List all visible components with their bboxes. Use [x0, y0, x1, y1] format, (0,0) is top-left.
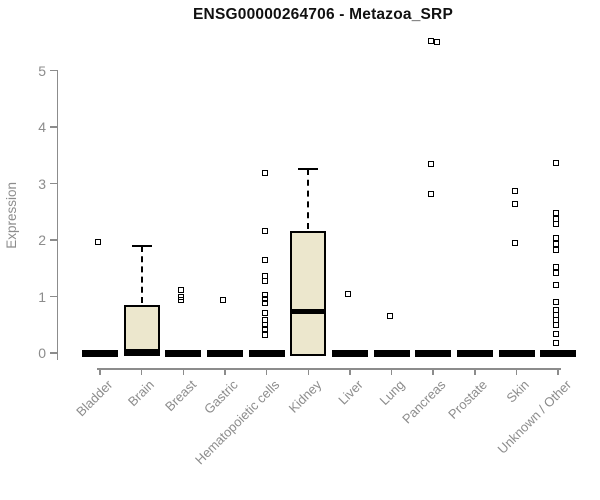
x-axis-category-label: Lung: [376, 377, 408, 409]
x-axis-tick: [265, 368, 268, 375]
x-axis-line: [97, 368, 562, 370]
x-axis-category-label: Gastric: [200, 377, 241, 417]
outlier-point: [434, 39, 441, 46]
box-kidney: [290, 230, 327, 357]
y-axis-tick: [50, 239, 57, 241]
outlier-point: [553, 269, 560, 276]
outlier-point: [553, 221, 560, 228]
outlier-point: [511, 187, 518, 194]
y-axis-label-wrap: Expression: [2, 130, 20, 300]
outlier-point: [261, 299, 268, 306]
outlier-point: [553, 235, 560, 242]
median-line: [290, 309, 327, 315]
outlier-point: [261, 169, 268, 176]
outlier-point: [344, 291, 351, 298]
y-axis-tick: [50, 352, 57, 354]
chart-title: ENSG00000264706 - Metazoa_SRP: [193, 6, 453, 23]
x-axis-tick: [515, 368, 518, 375]
collapsed-box-skin: [498, 349, 535, 357]
y-axis-line: [56, 69, 58, 360]
collapsed-box-hematopoietic-cells: [248, 349, 285, 357]
outlier-point: [386, 312, 393, 319]
x-axis-tick: [182, 368, 185, 375]
x-axis-category-label: Liver: [334, 377, 366, 408]
outlier-point: [261, 256, 268, 263]
outlier-point: [428, 37, 435, 44]
y-axis-tick-label: 3: [38, 175, 46, 192]
y-axis-tick: [50, 295, 57, 298]
outlier-point: [553, 246, 560, 253]
outlier-point: [553, 339, 560, 346]
outlier-point: [261, 295, 268, 302]
x-axis-tick: [474, 368, 476, 375]
median-line: [123, 348, 160, 354]
collapsed-box-bladder: [82, 349, 118, 357]
collapsed-box-breast: [165, 349, 202, 357]
outlier-point: [428, 160, 435, 167]
outlier-point: [261, 331, 268, 338]
outlier-point: [553, 321, 560, 328]
outlier-point: [553, 331, 560, 338]
outlier-point: [428, 191, 435, 198]
y-axis-tick-label: 0: [38, 345, 46, 361]
collapsed-box-liver: [331, 349, 368, 357]
x-axis-tick: [349, 368, 351, 375]
x-axis-tick: [307, 368, 309, 375]
x-axis-tick: [390, 368, 393, 375]
y-axis-tick-label: 4: [38, 119, 46, 135]
outlier-point: [553, 215, 560, 222]
outlier-point: [511, 201, 518, 208]
x-axis-category-label: Prostate: [445, 377, 491, 422]
outlier-point: [553, 240, 560, 247]
x-axis-category-label: Pancreas: [399, 377, 449, 427]
collapsed-box-lung: [373, 349, 410, 357]
x-axis-category-label: Breast: [161, 377, 199, 415]
outlier-point: [553, 209, 560, 216]
y-axis-tick-label: 2: [38, 232, 46, 248]
whisker-cap: [131, 244, 152, 247]
collapsed-box-prostate: [456, 349, 493, 357]
collapsed-box-gastric: [206, 349, 243, 357]
outlier-point: [261, 309, 268, 316]
collapsed-box-unknown-other: [540, 349, 577, 357]
y-axis-tick: [50, 182, 57, 185]
outlier-point: [219, 297, 226, 304]
x-axis-tick: [432, 368, 434, 375]
x-axis-category-label: Unknown / Other: [494, 377, 574, 457]
y-axis-tick-label: 1: [38, 288, 46, 305]
x-axis-tick: [224, 368, 226, 375]
outlier-point: [553, 299, 560, 306]
y-axis-tick-label: 5: [38, 62, 46, 79]
outlier-point: [261, 277, 268, 284]
outlier-point: [261, 291, 268, 298]
outlier-point: [261, 326, 268, 333]
box-brain: [123, 304, 160, 357]
outlier-point: [261, 227, 268, 234]
outlier-point: [553, 282, 560, 289]
outlier-point: [178, 293, 185, 300]
x-axis-tick: [557, 368, 559, 375]
y-axis-tick: [50, 69, 57, 72]
collapsed-box-pancreas: [415, 349, 452, 357]
x-axis-category-label: Skin: [503, 377, 533, 406]
x-axis-category-label: Bladder: [73, 377, 116, 420]
upper-whisker: [140, 245, 143, 303]
outlier-point: [511, 239, 518, 246]
outlier-point: [95, 238, 101, 245]
x-axis-tick: [140, 368, 143, 375]
x-axis-tick: [99, 368, 101, 375]
x-axis-category-label: Kidney: [285, 377, 324, 416]
whisker-cap: [298, 167, 319, 170]
x-axis-category-label: Brain: [125, 377, 158, 410]
outlier-point: [553, 159, 560, 166]
y-axis-tick: [50, 126, 57, 128]
upper-whisker: [307, 168, 310, 229]
outlier-point: [553, 264, 560, 271]
outlier-point: [178, 287, 185, 294]
outlier-point: [178, 296, 185, 303]
